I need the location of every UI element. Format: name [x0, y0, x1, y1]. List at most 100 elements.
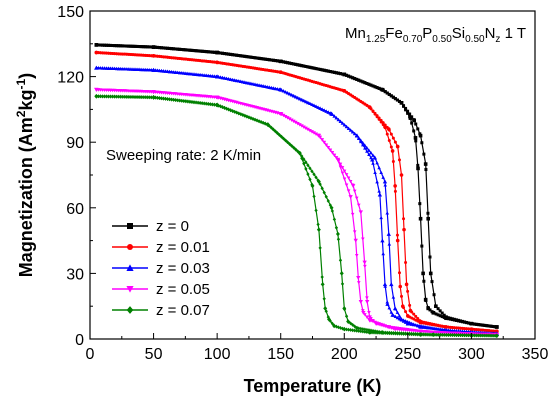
data-marker — [356, 203, 361, 207]
data-marker — [186, 99, 190, 104]
data-marker — [371, 84, 375, 88]
data-marker — [426, 211, 430, 215]
data-marker — [247, 55, 251, 59]
formula-field: 1 T — [500, 25, 526, 42]
data-marker — [121, 94, 125, 99]
data-marker — [345, 73, 349, 77]
data-marker — [350, 212, 355, 217]
data-marker — [477, 333, 481, 338]
x-tick-label: 300 — [458, 346, 485, 363]
data-marker — [279, 134, 284, 139]
data-marker — [367, 82, 371, 86]
data-marker — [365, 315, 369, 319]
data-marker — [259, 83, 263, 88]
data-marker — [306, 65, 310, 69]
data-marker — [145, 45, 149, 49]
data-marker — [278, 87, 283, 92]
data-marker — [332, 114, 337, 118]
data-marker — [182, 99, 186, 103]
data-marker — [266, 122, 270, 128]
data-marker — [94, 50, 99, 55]
data-marker — [157, 96, 162, 101]
data-marker — [141, 45, 145, 49]
data-marker — [159, 46, 163, 50]
data-marker — [404, 282, 409, 287]
formula-mn: Mn — [345, 25, 366, 42]
data-marker — [434, 304, 438, 308]
data-marker — [285, 116, 290, 120]
data-marker — [432, 293, 436, 297]
data-marker — [328, 70, 332, 74]
data-marker — [363, 143, 367, 147]
data-marker — [308, 129, 312, 133]
data-marker — [329, 205, 334, 211]
data-marker — [316, 179, 321, 184]
data-marker — [377, 192, 383, 197]
data-marker — [387, 139, 391, 143]
data-marker — [210, 50, 214, 54]
data-marker — [380, 238, 385, 243]
data-marker — [194, 49, 198, 53]
data-marker — [465, 320, 469, 324]
data-marker — [431, 332, 436, 337]
data-marker — [178, 47, 182, 51]
data-marker — [359, 329, 363, 334]
data-marker — [308, 177, 312, 182]
data-marker — [302, 64, 306, 68]
data-marker — [336, 325, 341, 330]
data-marker — [356, 281, 361, 285]
data-marker — [188, 99, 192, 104]
data-marker — [147, 45, 151, 49]
data-marker — [275, 87, 280, 91]
data-marker — [174, 98, 178, 102]
data-marker — [353, 324, 357, 329]
data-marker — [320, 107, 324, 111]
data-marker — [381, 121, 385, 125]
data-marker — [220, 105, 225, 110]
data-marker — [306, 100, 310, 105]
data-marker — [367, 315, 372, 320]
data-marker — [428, 255, 432, 259]
data-marker — [375, 114, 379, 118]
data-marker — [310, 102, 314, 107]
data-marker — [275, 59, 279, 63]
data-marker — [352, 230, 357, 234]
data-marker — [373, 321, 379, 326]
data-marker — [361, 309, 365, 313]
data-marker — [324, 194, 328, 199]
data-marker — [408, 112, 412, 116]
data-marker — [184, 48, 188, 52]
data-marker — [406, 314, 410, 318]
data-marker — [267, 85, 272, 89]
x-tick-label: 50 — [145, 346, 163, 363]
y-title-main: Magnetization (Am — [16, 117, 36, 277]
data-marker — [389, 145, 393, 149]
data-marker — [340, 121, 345, 125]
data-marker — [238, 79, 243, 83]
data-marker — [353, 77, 357, 81]
data-marker — [249, 81, 253, 86]
legend-label: z = 0 — [156, 218, 189, 235]
legend-item: z = 0 — [112, 218, 189, 235]
data-marker — [247, 81, 251, 85]
data-marker — [424, 332, 428, 337]
data-marker — [214, 95, 220, 100]
data-marker — [363, 81, 367, 85]
data-marker — [289, 93, 294, 97]
data-marker — [446, 316, 450, 320]
data-marker — [96, 94, 101, 99]
data-marker — [473, 333, 477, 338]
data-marker — [304, 64, 308, 68]
data-marker — [352, 189, 357, 193]
data-marker — [289, 143, 294, 148]
legend: z = 0 z = 0.01 z = 0.03 z = 0.05 z = 0.07 — [112, 218, 210, 319]
data-marker — [399, 331, 404, 336]
data-marker — [283, 138, 288, 143]
legend-item: z = 0.01 — [112, 239, 210, 256]
data-marker — [172, 97, 176, 102]
data-marker — [495, 325, 499, 329]
data-marker — [109, 43, 113, 47]
data-marker — [176, 98, 180, 103]
data-marker — [245, 55, 249, 59]
